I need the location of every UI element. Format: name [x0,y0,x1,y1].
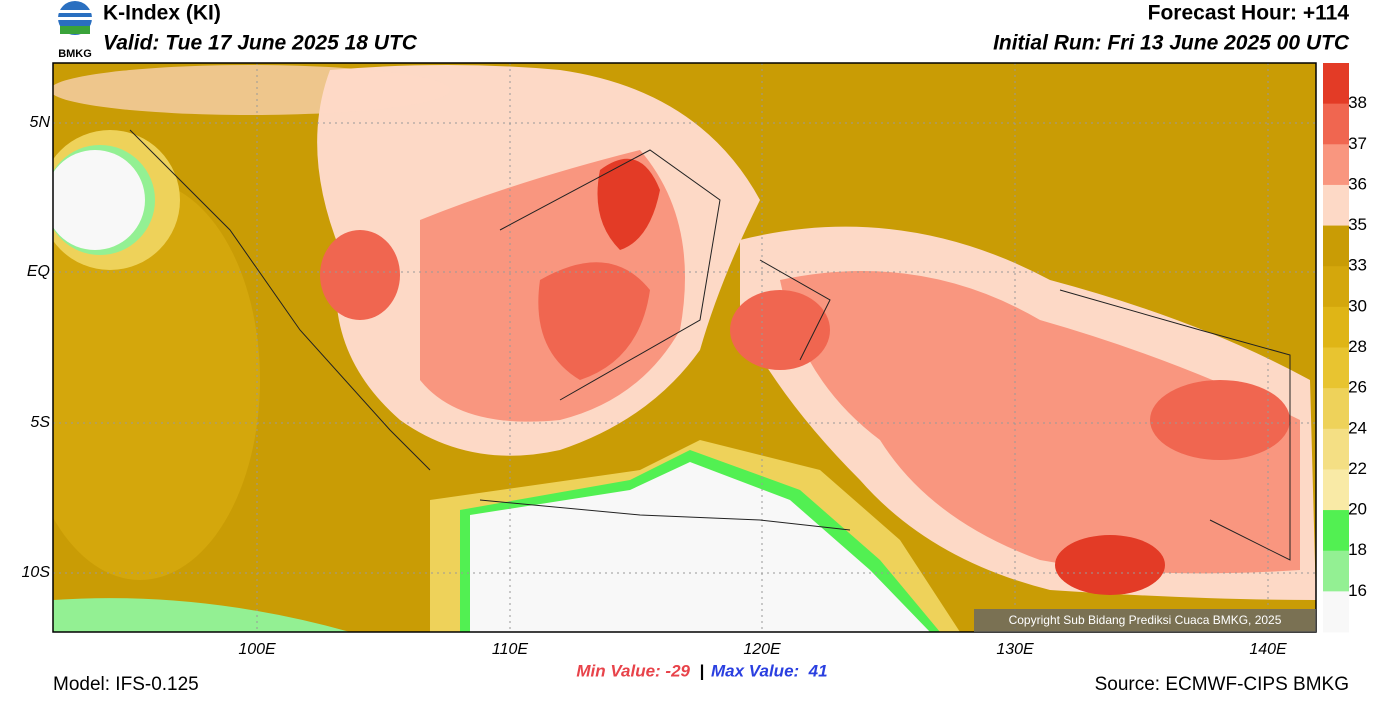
colorbar-label: 26 [1348,378,1367,397]
max-value: Max Value: 41 [711,661,828,680]
colorbar-band [1323,63,1349,105]
colorbar-band [1323,591,1349,633]
colorbar-label: 37 [1348,134,1367,153]
title: K-Index (KI) [103,2,221,25]
colorbar-label: 33 [1348,256,1367,275]
colorbar-band [1323,510,1349,552]
colorbar-label: 35 [1348,215,1367,234]
colorbar-label: 24 [1348,418,1367,437]
lon-label: 140E [1249,641,1287,658]
colorbar-label: 36 [1348,174,1367,193]
lat-label: 10S [22,564,51,581]
colorbar-label: 18 [1348,540,1367,559]
coastline [129,129,1291,561]
lat-label: 5N [30,114,51,131]
logo: BMKG [58,1,92,60]
colorbar: 38 37 36 35 33 30 28 26 24 22 20 18 16 [1323,63,1367,633]
colorbar-band [1323,225,1349,267]
lat-label: EQ [27,263,50,280]
colorbar-label: 30 [1348,296,1367,315]
valid-time: Valid: Tue 17 June 2025 18 UTC [103,32,418,55]
colorbar-label: 16 [1348,581,1367,600]
colorbar-band [1323,266,1349,308]
grid [53,63,1316,632]
map-field [53,63,1316,632]
lon-label: 110E [492,641,529,658]
separator: | [700,661,705,680]
colorbar-band [1323,144,1349,186]
colorbar-label: 38 [1348,93,1367,112]
colorbar-band [1323,428,1349,470]
colorbar-band [1323,103,1349,145]
copyright: Copyright Sub Bidang Prediksi Cuaca BMKG… [1009,613,1282,627]
colorbar-band [1323,469,1349,511]
colorbar-label: 20 [1348,500,1367,519]
colorbar-band [1323,388,1349,430]
logo-text: BMKG [58,48,92,60]
lon-label: 120E [743,641,781,658]
copyright-box [974,609,1316,632]
source: Source: ECMWF-CIPS BMKG [1095,674,1349,695]
forecast-hour: Forecast Hour: +114 [1148,2,1350,25]
colorbar-label: 28 [1348,337,1367,356]
lat-label: 5S [30,414,50,431]
model: Model: IFS-0.125 [53,674,199,695]
lon-label: 100E [238,641,276,658]
min-value: Min Value: -29 [576,661,690,680]
colorbar-band [1323,306,1349,348]
lon-label: 130E [996,641,1034,658]
colorbar-band [1323,550,1349,592]
colorbar-band [1323,184,1349,227]
initial-run: Initial Run: Fri 13 June 2025 00 UTC [993,32,1350,55]
colorbar-band [1323,347,1349,389]
map-frame [52,62,1317,633]
colorbar-label: 22 [1348,459,1367,478]
